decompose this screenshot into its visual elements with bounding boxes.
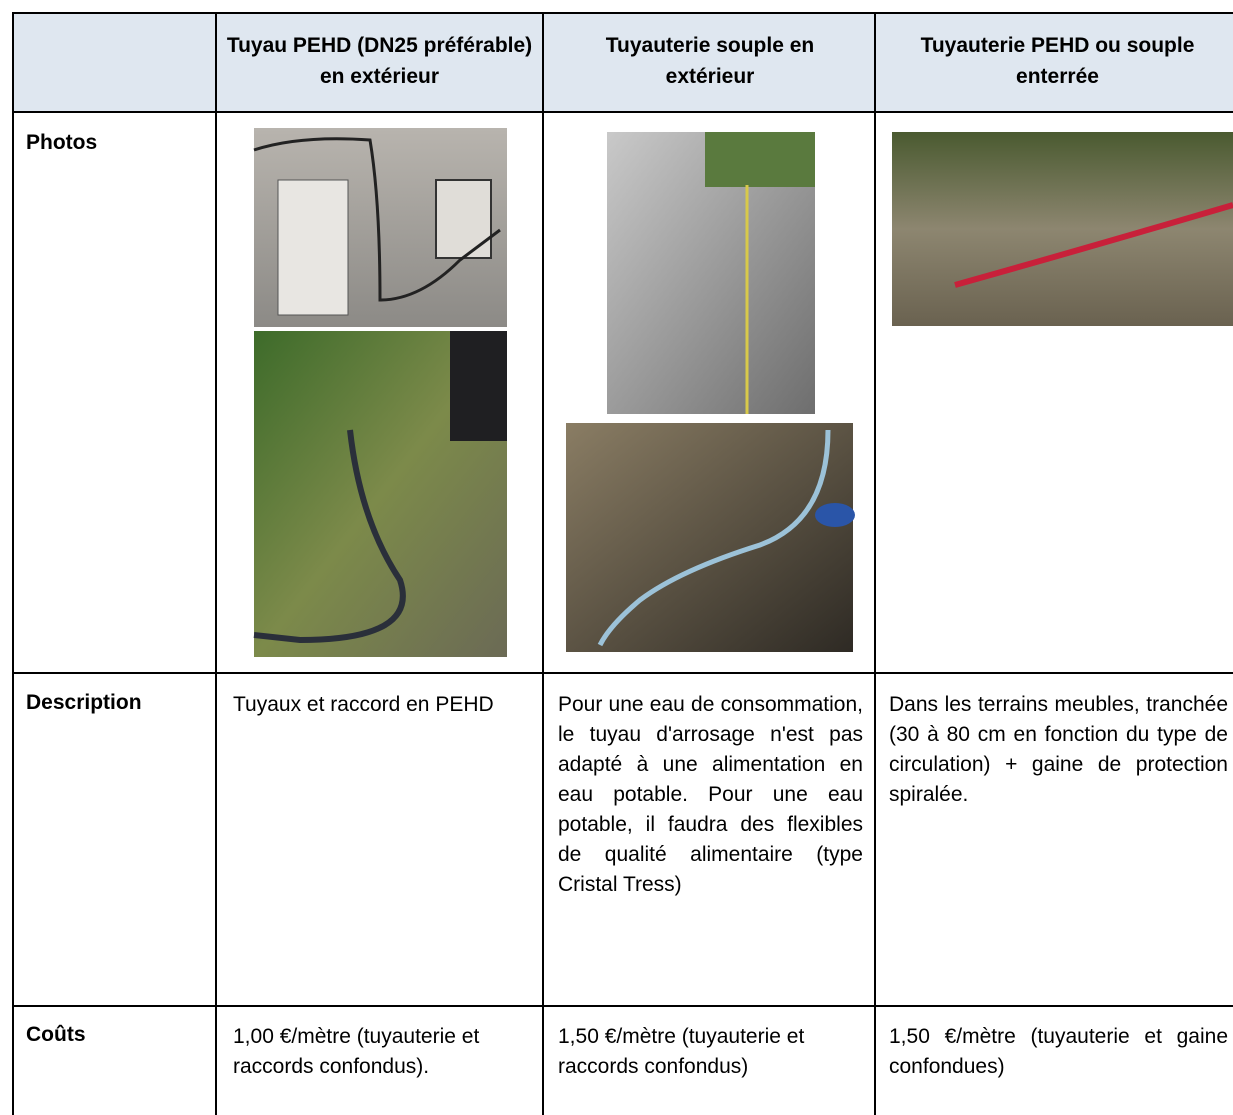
photo-trench [892, 132, 1233, 326]
row-label: Coûts [26, 1023, 86, 1046]
rule [12, 12, 1233, 14]
rule [12, 1005, 1233, 1007]
cell-text: 1,00 €/mètre (tuyauterie et raccords con… [233, 1025, 480, 1078]
cell-text: 1,50 €/mètre (tuyauterie et raccords con… [558, 1025, 805, 1078]
cell-text: Pour une eau de consommation, le tuyau d… [558, 693, 863, 896]
photo-wall-pipe [253, 128, 507, 327]
rule [542, 12, 544, 1115]
row-label: Description [26, 691, 142, 714]
rule [12, 12, 14, 1115]
photo-flexible-hose [566, 423, 855, 652]
cell-text: Tuyaux et raccord en PEHD [233, 693, 494, 716]
row-label: Photos [26, 131, 98, 154]
rule [874, 12, 876, 1115]
rule [215, 12, 217, 1115]
photo-garden-pipe [253, 331, 507, 657]
rule [12, 672, 1233, 674]
photo-brick-wall [607, 132, 815, 414]
rule [12, 111, 1233, 113]
cell-text: 1,50 €/mètre (tuyauterie et gaine confon… [889, 1025, 1228, 1078]
cell-text: Dans les terrains meubles, tranchée (30 … [889, 693, 1228, 806]
column-header: Tuyauterie souple en extérieur [605, 34, 815, 88]
column-header: Tuyau PEHD (DN25 préférable) en extérieu… [226, 34, 533, 88]
column-header: Tuyauterie PEHD ou souple enterrée [920, 34, 1195, 88]
